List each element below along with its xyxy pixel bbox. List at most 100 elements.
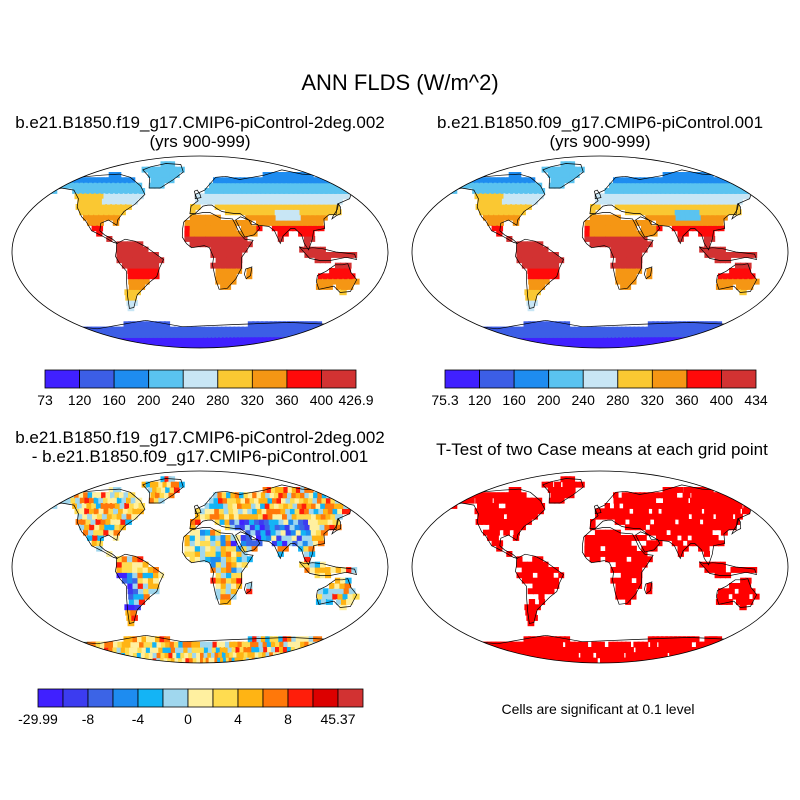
coastline-australia xyxy=(316,578,358,608)
main-title: ANN FLDS (W/m^2) xyxy=(301,70,498,95)
panel-ttest-title: T-Test of two Case means at each grid po… xyxy=(436,440,768,459)
colorbar-swatch xyxy=(37,688,64,708)
panel-case2: b.e21.B1850.f09_g17.CMIP6-piControl.001 … xyxy=(411,113,789,408)
coastline-japan xyxy=(331,203,342,220)
colorbar-swatch xyxy=(721,369,757,389)
panel-diff: b.e21.B1850.f19_g17.CMIP6-piControl-2deg… xyxy=(11,428,389,727)
coastline-antarctica xyxy=(38,634,362,663)
coastline-uk xyxy=(593,504,602,515)
globe-border xyxy=(11,155,389,349)
coastline-south-america xyxy=(115,238,164,309)
colorbar-tick-label: 0 xyxy=(184,711,192,727)
colorbar-swatch xyxy=(287,688,314,708)
panel-case1-colorbar: 73 120 160 200 240 280 320 360 400 426.9 xyxy=(37,369,374,408)
colorbar-swatch xyxy=(182,369,219,389)
panel-diff-title-line2: - b.e21.B1850.f09_g17.CMIP6-piControl.00… xyxy=(32,447,368,466)
colorbar-swatch xyxy=(187,688,214,708)
colorbar-tick-label: 120 xyxy=(468,392,492,408)
colorbar-tick-label: 240 xyxy=(172,392,196,408)
colorbar-tick-label: 200 xyxy=(137,392,161,408)
globe-border xyxy=(411,470,789,664)
colorbar-swatch xyxy=(320,369,357,389)
coastline-greenland xyxy=(542,163,584,189)
coastline-indonesia xyxy=(298,246,358,261)
colorbar-tick-label: 426.9 xyxy=(338,392,373,408)
colorbar-swatch xyxy=(444,369,480,389)
colorbar-tick-label: 320 xyxy=(641,392,665,408)
colorbar-tick-label: 45.37 xyxy=(320,711,355,727)
colorbar-swatch xyxy=(44,369,80,389)
colorbar-swatch xyxy=(87,688,114,708)
panel-diff-map xyxy=(11,470,389,664)
coastline-madagascar xyxy=(644,266,653,280)
coastline-arabia xyxy=(635,531,661,553)
coastline-madagascar xyxy=(244,581,253,595)
colorbar-swatch xyxy=(617,369,653,389)
coastline-north-america xyxy=(447,488,546,559)
coastline-japan xyxy=(331,518,342,535)
colorbar-swatch xyxy=(112,688,139,708)
colorbar-swatch xyxy=(217,369,253,389)
colorbar-tick-label: 434 xyxy=(744,392,768,408)
globe-border xyxy=(11,470,389,664)
colorbar-tick-label: -4 xyxy=(132,711,145,727)
coastline-australia xyxy=(716,578,758,608)
colorbar-swatch xyxy=(113,369,150,389)
coastlines xyxy=(438,163,779,348)
colorbar-tick-label: 4 xyxy=(234,711,242,727)
colorbar-tick-label: 120 xyxy=(68,392,92,408)
coastline-eurasia xyxy=(589,169,760,251)
colorbar-swatch xyxy=(162,688,189,708)
coastline-antarctica xyxy=(438,319,762,348)
coastline-greenland xyxy=(542,478,584,504)
coastline-north-america xyxy=(47,173,146,244)
colorbar-tick-label: 360 xyxy=(675,392,699,408)
coastline-south-america xyxy=(515,553,564,624)
coastline-indonesia xyxy=(698,561,758,576)
colorbar-tick-label: 73 xyxy=(37,392,53,408)
colorbar-swatch xyxy=(262,688,289,708)
coastline-africa xyxy=(181,212,254,290)
coastline-antarctica xyxy=(38,319,362,348)
colorbar-tick-label: 400 xyxy=(710,392,734,408)
colorbar-swatch xyxy=(237,688,264,708)
colorbar-swatch xyxy=(548,369,584,389)
coastline-madagascar xyxy=(644,581,653,595)
coastline-antarctica xyxy=(438,634,762,663)
colorbar-tick-label: 320 xyxy=(241,392,265,408)
coastline-japan xyxy=(731,518,742,535)
colorbar-tick-label: -29.99 xyxy=(18,711,58,727)
colorbar-swatch xyxy=(513,369,550,389)
coastline-uk xyxy=(193,504,202,515)
colorbar-swatch xyxy=(286,369,322,389)
significance-note: Cells are significant at 0.1 level xyxy=(502,701,695,717)
coastline-japan xyxy=(731,203,742,220)
coastline-arabia xyxy=(235,531,261,553)
colorbar-swatch xyxy=(148,369,184,389)
colorbar-swatch xyxy=(212,688,239,708)
coastline-greenland xyxy=(142,163,184,189)
colorbar-swatch xyxy=(686,369,722,389)
panel-case1: b.e21.B1850.f19_g17.CMIP6-piControl-2deg… xyxy=(11,113,389,408)
colorbar-swatch xyxy=(479,369,515,389)
colorbar-swatch xyxy=(79,369,115,389)
colorbar-tick-label: -8 xyxy=(82,711,95,727)
coastline-australia xyxy=(716,263,758,293)
colorbar-swatch xyxy=(337,688,364,708)
panel-ttest-map xyxy=(411,470,789,664)
colorbar-swatch xyxy=(582,369,619,389)
coastline-madagascar xyxy=(244,266,253,280)
panel-case2-colorbar: 75.3 120 160 200 240 280 320 360 400 434 xyxy=(431,369,768,408)
panel-case2-title-line2: (yrs 900-999) xyxy=(549,132,650,151)
colorbar-swatch xyxy=(651,369,688,389)
coastline-africa xyxy=(581,212,654,290)
panel-case2-title-line1: b.e21.B1850.f09_g17.CMIP6-piControl.001 xyxy=(437,113,763,132)
coastline-arabia xyxy=(635,216,661,238)
coastline-south-america xyxy=(115,553,164,624)
coastline-greenland xyxy=(142,478,184,504)
colorbar-tick-label: 8 xyxy=(284,711,292,727)
colorbar-tick-label: 240 xyxy=(572,392,596,408)
panel-case2-map xyxy=(411,155,789,349)
colorbar-tick-label: 160 xyxy=(102,392,126,408)
